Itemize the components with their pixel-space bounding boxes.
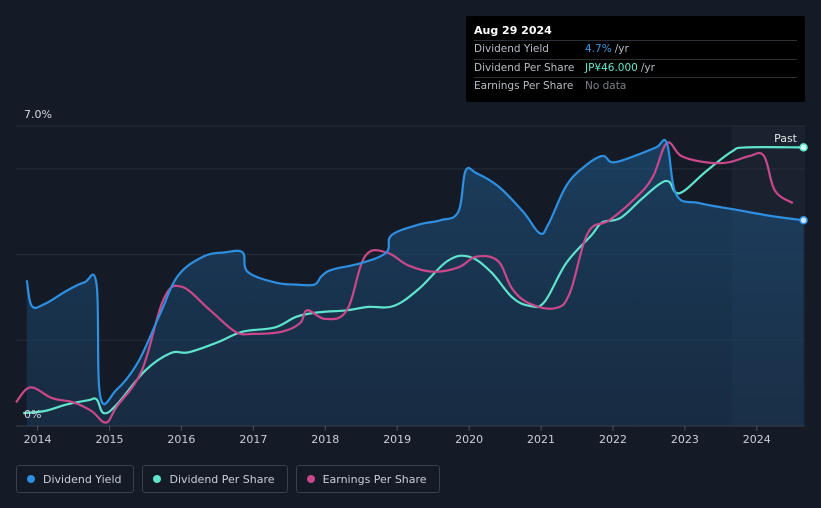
series-lines xyxy=(15,138,804,424)
tooltip-label: Earnings Per Share xyxy=(474,80,574,92)
earnings-per-share-line xyxy=(15,141,794,424)
x-axis-ticks: 2014 2015 2016 2017 2018 2019 2020 2021 2022 2023… xyxy=(24,426,771,446)
yield-area xyxy=(26,139,804,426)
x-tick-label: 2018 xyxy=(311,433,339,446)
y-axis-top-label: 7.0% xyxy=(24,108,52,121)
x-tick-label: 2023 xyxy=(671,433,699,446)
y-axis-bottom-label: 0% xyxy=(24,408,41,421)
dividend-yield-end-marker xyxy=(799,216,808,225)
x-tick-label: 2015 xyxy=(96,433,124,446)
dividend-per-share-end-marker xyxy=(799,143,808,152)
tooltip-row-dividend-yield: Dividend Yield 4.7% /yr xyxy=(474,40,797,59)
x-tick-label: 2022 xyxy=(599,433,627,446)
tooltip-value: JP¥46.000 xyxy=(585,61,638,74)
dividend-yield-area xyxy=(26,139,804,426)
x-tick-label: 2019 xyxy=(383,433,411,446)
tooltip-label: Dividend Per Share xyxy=(474,61,575,74)
legend-dot-icon xyxy=(27,475,35,483)
legend-dot-icon xyxy=(153,475,162,483)
legend-label: Dividend Per Share xyxy=(169,472,275,486)
x-tick-label: 2014 xyxy=(24,433,52,446)
tooltip: Aug 29 2024 Dividend Yield 4.7% /yr Divi… xyxy=(466,16,805,102)
x-tick-label: 2016 xyxy=(167,433,195,446)
legend: Dividend Yield Dividend Per Share Earnin… xyxy=(16,465,440,493)
tooltip-row-earnings-per-share: Earnings Per Share No data xyxy=(474,77,797,96)
legend-item-dividend-per-share[interactable]: Dividend Per Share xyxy=(142,465,288,493)
x-tick-label: 2024 xyxy=(743,433,771,446)
legend-item-earnings-per-share[interactable]: Earnings Per Share xyxy=(295,465,440,493)
x-tick-label: 2021 xyxy=(527,433,555,446)
end-markers xyxy=(799,143,808,225)
tooltip-value: No data xyxy=(585,80,627,92)
tooltip-unit: /yr xyxy=(640,61,655,74)
legend-label: Earnings Per Share xyxy=(322,472,427,486)
x-tick-label: 2017 xyxy=(239,433,267,446)
tooltip-value: 4.7% xyxy=(585,43,612,55)
tooltip-label: Dividend Yield xyxy=(474,43,549,55)
tooltip-date: Aug 29 2024 xyxy=(474,24,552,37)
past-label: Past xyxy=(774,132,798,145)
tooltip-row-dividend-per-share: Dividend Per Share JP¥46.000 /yr xyxy=(474,58,797,78)
dividend-yield-line xyxy=(25,138,804,405)
x-tick-label: 2020 xyxy=(455,433,483,446)
legend-label: Dividend Yield xyxy=(43,472,122,486)
tooltip-unit: /yr xyxy=(614,43,629,55)
legend-dot-icon xyxy=(306,475,315,483)
legend-item-dividend-yield[interactable]: Dividend Yield xyxy=(16,465,135,493)
